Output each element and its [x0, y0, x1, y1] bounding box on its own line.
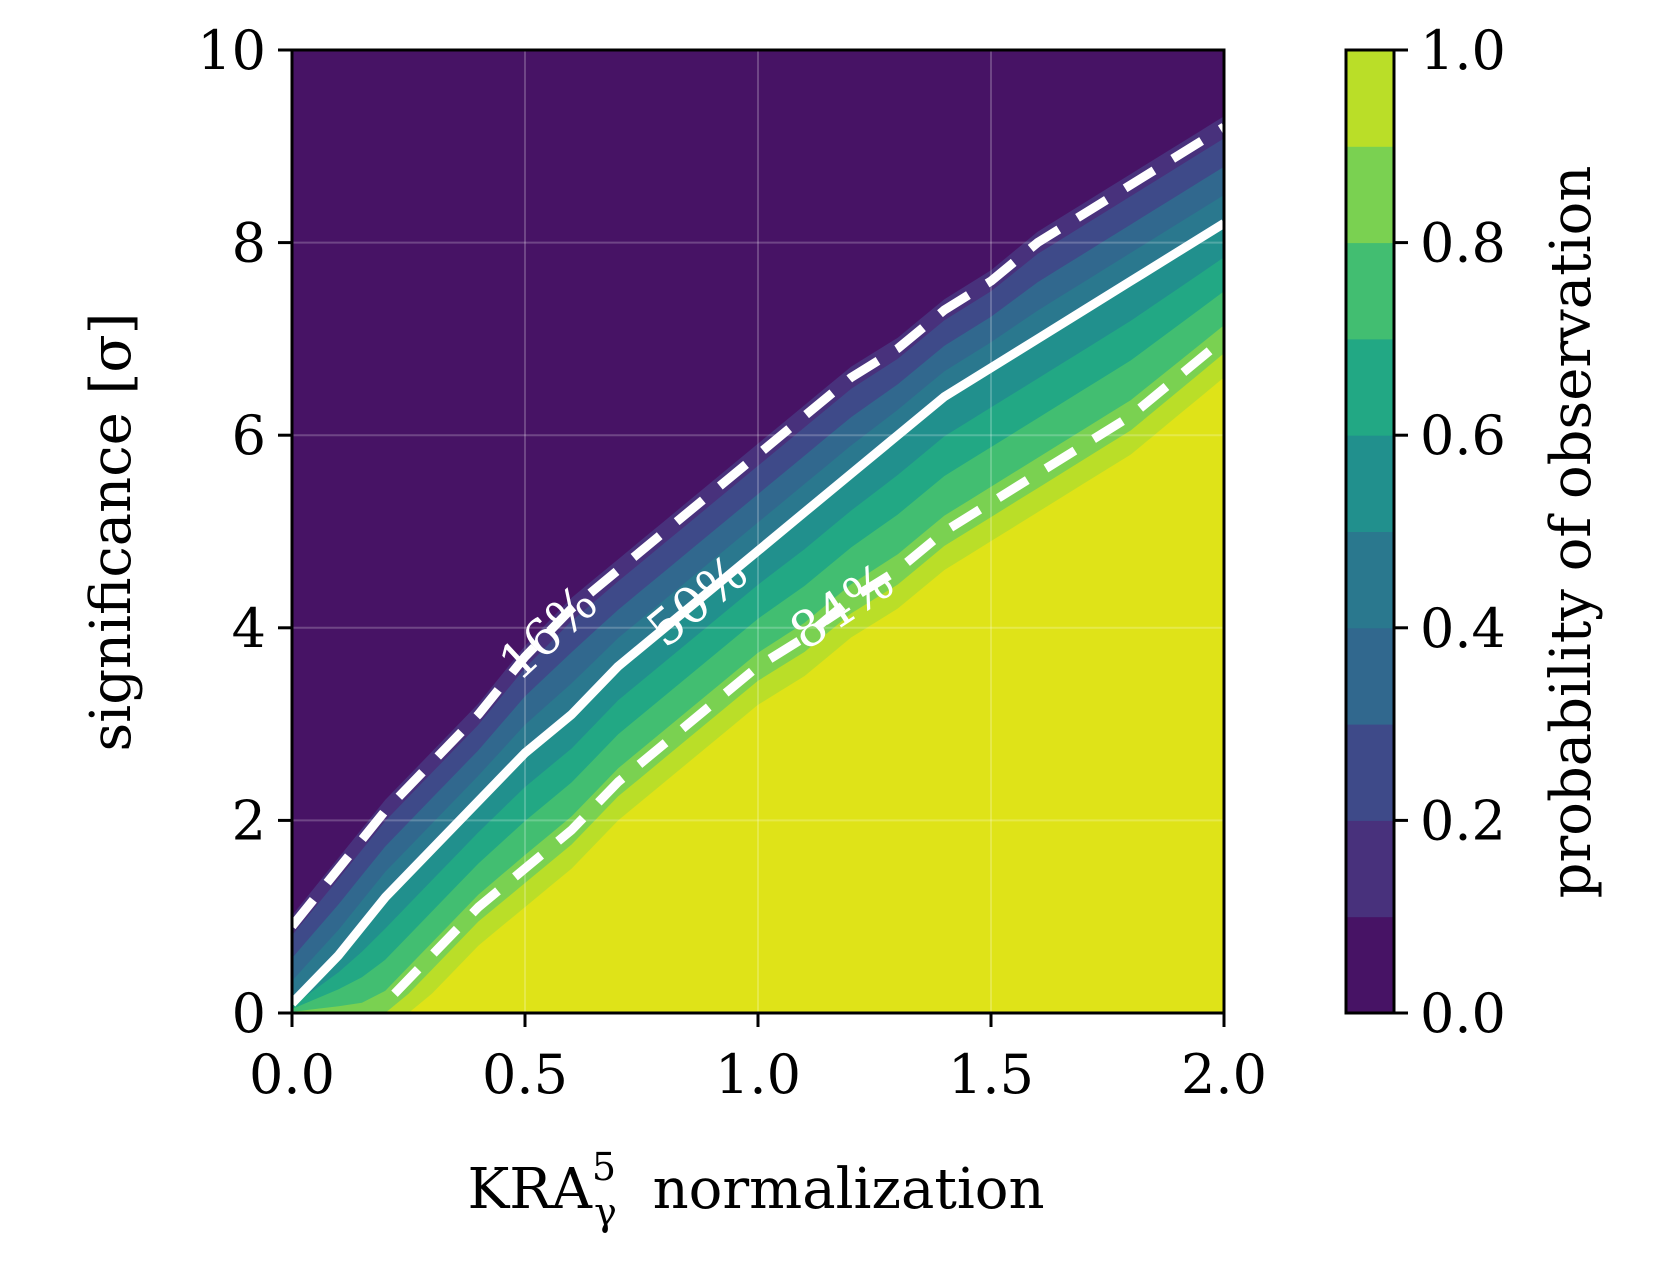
colorbar-swatch [1346, 820, 1394, 918]
y-tick-label: 6 [232, 404, 266, 467]
colorbar-label: probability of observation [1539, 166, 1604, 899]
contour-band-0.9-1 [292, 377, 1224, 1013]
colorbar-ticks: 0.0 0.2 0.4 0.6 0.8 1.0 [1394, 19, 1506, 1045]
contour-line-16pct [292, 123, 1224, 930]
y-axis-ticks: 0 2 4 6 8 10 [197, 19, 292, 1045]
colorbar-swatch [1346, 242, 1394, 340]
x-tick-label: 0.5 [482, 1043, 568, 1106]
colorbar-swatch [1346, 146, 1394, 244]
colorbar-swatch [1346, 916, 1394, 1014]
y-tick-label: 4 [232, 597, 266, 660]
contour-line-84pct [391, 335, 1224, 997]
colorbar-tick-label: 0.4 [1420, 597, 1506, 660]
colorbar-swatch [1346, 435, 1394, 532]
grid-lines [292, 50, 1224, 1013]
colorbar-tick-label: 0.0 [1420, 982, 1506, 1045]
colorbar-swatch [1346, 531, 1394, 629]
x-tick-label: 1.5 [948, 1043, 1034, 1106]
colorbar-swatch [1346, 724, 1394, 821]
colorbar-swatch [1346, 338, 1394, 436]
x-tick-label: 1.0 [715, 1043, 801, 1106]
contour-line-50pct [292, 219, 1224, 1007]
y-tick-label: 2 [232, 789, 266, 852]
x-tick-label: 0.0 [249, 1043, 335, 1106]
colorbar-frame [1344, 48, 1396, 1015]
colorbar-swatch [1346, 627, 1394, 725]
x-tick-label: 2.0 [1181, 1043, 1267, 1106]
colorbar-tick-label: 1.0 [1420, 19, 1506, 82]
colorbar-tick-label: 0.2 [1420, 789, 1506, 852]
colorbar-tick-label: 0.6 [1420, 404, 1506, 467]
colorbar-swatch [1346, 50, 1394, 147]
colorbar-tick-label: 0.8 [1420, 212, 1506, 275]
y-tick-label: 0 [232, 982, 266, 1045]
contour-lines [292, 123, 1224, 1007]
y-tick-label: 10 [197, 19, 266, 82]
x-axis-ticks: 0.0 0.5 1.0 1.5 2.0 [249, 1013, 1267, 1106]
colorbar [1346, 50, 1394, 1014]
y-axis-label: significance [σ] [79, 313, 144, 752]
contour-bands [292, 116, 1224, 1013]
y-tick-label: 8 [232, 212, 266, 275]
x-axis-label: KRA5 γ normalization [467, 1145, 1044, 1234]
